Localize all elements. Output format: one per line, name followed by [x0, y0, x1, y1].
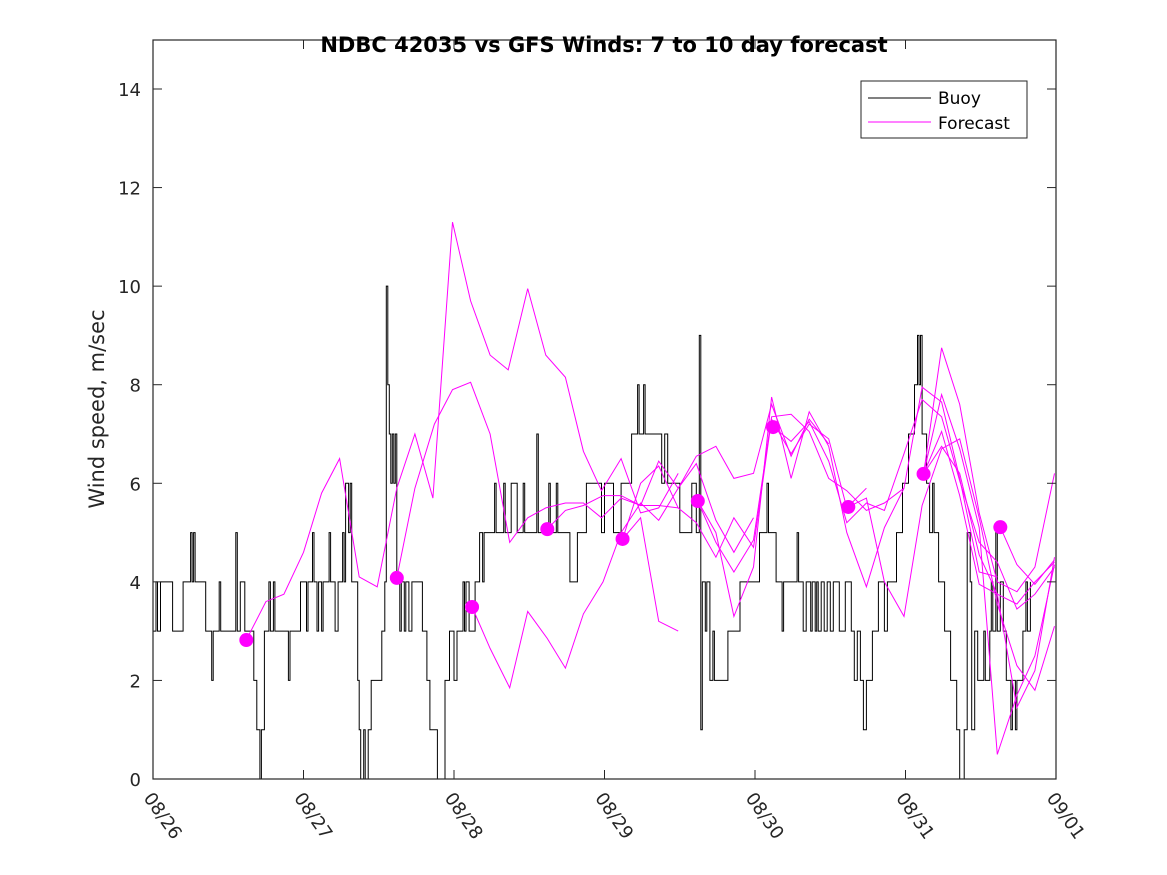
forecast-run-line: [471, 462, 754, 690]
forecast-start-marker: [766, 420, 781, 435]
y-axis-label: Wind speed, m/sec: [85, 309, 109, 508]
series-layer: [153, 221, 1055, 780]
chart-title: NDBC 42035 vs GFS Winds: 7 to 10 day for…: [320, 33, 887, 57]
forecast-start-marker: [690, 494, 705, 509]
forecast-start-marker: [916, 466, 931, 481]
legend-label-forecast: Forecast: [938, 114, 1010, 134]
y-tick-label: 8: [130, 376, 141, 397]
forecast-run-line: [923, 429, 1055, 605]
forecast-start-marker: [465, 599, 480, 614]
forecast-run-line: [772, 398, 1055, 610]
forecast-start-marker: [993, 520, 1008, 535]
legend-box: [860, 80, 1028, 139]
forecast-run-line: [546, 402, 830, 530]
forecast-run-line: [622, 417, 867, 559]
buoy-series-line: [153, 285, 1031, 780]
forecast-start-marker: [239, 633, 254, 648]
forecast-run-line: [848, 438, 1055, 692]
legend-label-buoy: Buoy: [938, 89, 981, 109]
y-tick-label: 4: [130, 573, 141, 594]
plot-area: [153, 40, 1056, 779]
forecast-run-line: [923, 445, 1055, 710]
forecast-start-marker: [389, 570, 404, 585]
y-tick-label: 2: [130, 671, 141, 692]
y-tick-label: 0: [130, 770, 141, 791]
forecast-run-line: [396, 381, 679, 578]
forecast-start-marker: [540, 522, 555, 537]
forecast-start-marker: [841, 499, 856, 514]
y-tick-label: 12: [118, 179, 141, 200]
forecast-start-marker: [615, 531, 630, 546]
legend: Buoy Forecast: [860, 80, 1028, 139]
y-tick-label: 10: [118, 277, 141, 298]
forecast-run-line: [697, 413, 905, 573]
forecast-run-line: [923, 347, 1055, 593]
forecast-run-line: [923, 392, 1055, 755]
forecast-run-line: [245, 221, 679, 641]
forecast-run-line: [697, 386, 998, 619]
y-tick-label: 6: [130, 474, 141, 495]
forecast-run-line: [622, 516, 679, 632]
y-tick-label: 14: [118, 80, 141, 101]
